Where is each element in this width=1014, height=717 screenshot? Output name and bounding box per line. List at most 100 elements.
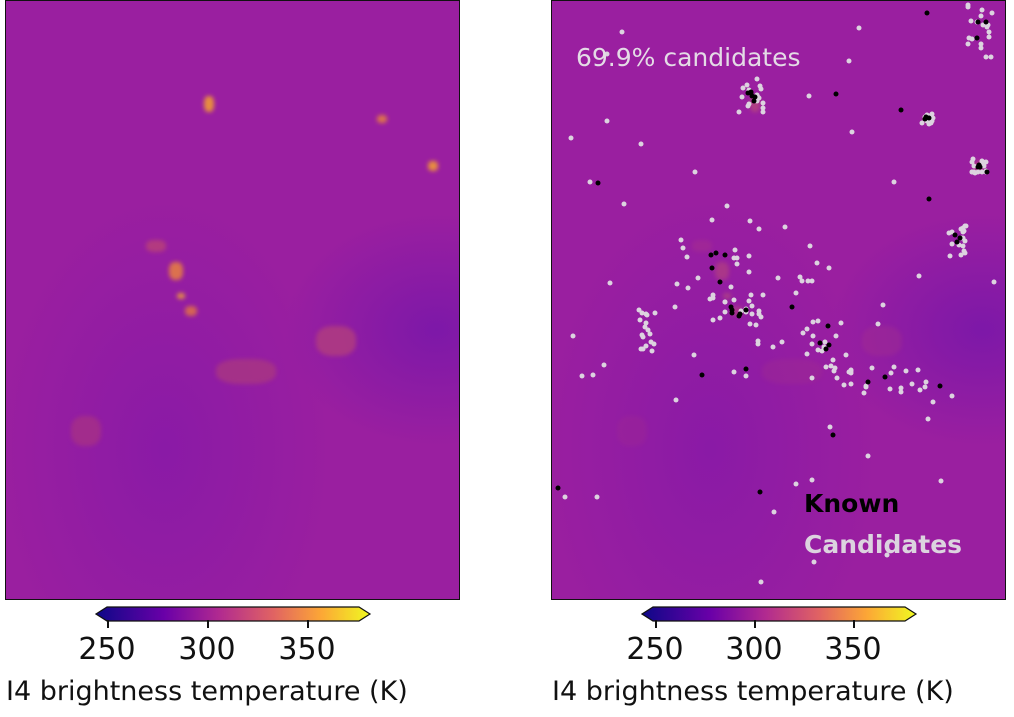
candidate-marker xyxy=(986,29,992,35)
brightness-temperature-map-right: 69.9% candidates Known Candidates xyxy=(551,0,1006,600)
candidate-marker xyxy=(699,372,705,378)
candidate-marker xyxy=(807,243,813,249)
candidate-marker xyxy=(917,387,923,393)
known-marker xyxy=(570,333,576,339)
candidate-marker xyxy=(732,247,738,253)
candidate-marker xyxy=(809,341,815,347)
candidate-marker xyxy=(739,94,745,99)
candidate-marker xyxy=(825,323,831,329)
candidate-marker xyxy=(562,494,568,500)
hotspot xyxy=(71,416,101,446)
known-marker xyxy=(745,90,751,96)
candidate-marker xyxy=(815,347,821,353)
candidate-marker xyxy=(986,34,992,40)
candidate-marker xyxy=(875,321,881,327)
candidate-marker xyxy=(966,35,972,41)
hotspot xyxy=(185,306,197,316)
candidate-marker xyxy=(980,22,986,28)
candidate-marker xyxy=(815,318,821,324)
known-marker xyxy=(823,346,829,352)
candidate-marker xyxy=(961,248,967,254)
candidate-marker xyxy=(898,107,904,113)
candidate-marker xyxy=(643,343,649,349)
candidate-marker xyxy=(861,390,867,396)
candidate-marker xyxy=(746,298,752,304)
hotspot xyxy=(204,96,214,112)
known-marker xyxy=(826,342,832,348)
candidate-marker xyxy=(983,54,989,60)
colorbar xyxy=(95,606,372,622)
candidate-marker xyxy=(645,327,651,333)
candidate-marker xyxy=(814,260,820,266)
candidate-marker xyxy=(984,24,990,30)
candidate-marker xyxy=(779,339,785,345)
candidate-marker xyxy=(590,372,596,378)
hotspot xyxy=(750,96,760,112)
hotspot xyxy=(216,358,276,384)
candidate-marker xyxy=(799,278,805,284)
colorbar-tick xyxy=(754,620,756,628)
known-marker xyxy=(974,35,980,41)
candidate-marker xyxy=(922,384,928,390)
candidate-marker xyxy=(979,169,985,175)
hotspot xyxy=(692,240,712,252)
candidate-marker xyxy=(937,383,943,389)
colorbar-label: I4 brightness temperature (K) xyxy=(552,676,954,707)
candidate-marker xyxy=(926,196,932,202)
candidate-marker xyxy=(684,254,690,260)
colorbar-tick xyxy=(655,620,657,628)
candidate-marker xyxy=(579,373,585,379)
candidate-marker xyxy=(830,357,836,363)
candidate-marker xyxy=(642,324,648,330)
colorbar-tick-label: 250 xyxy=(78,632,136,667)
candidate-marker xyxy=(757,83,763,89)
candidate-marker xyxy=(638,141,644,147)
candidate-marker xyxy=(738,308,744,314)
candidate-marker xyxy=(746,87,752,93)
candidate-marker xyxy=(685,285,691,291)
candidate-marker xyxy=(678,237,684,243)
candidate-marker xyxy=(819,348,825,354)
known-marker xyxy=(827,424,833,430)
candidate-marker xyxy=(621,201,627,207)
candidate-marker xyxy=(891,179,897,185)
legend-candidates: Candidates xyxy=(804,530,963,559)
candidate-marker xyxy=(887,386,893,392)
candidate-marker xyxy=(946,230,952,236)
candidate-marker xyxy=(797,274,803,280)
candidate-marker xyxy=(923,379,929,385)
candidate-marker xyxy=(865,453,871,459)
candidate-marker xyxy=(975,169,981,175)
candidate-marker xyxy=(919,120,925,126)
candidate-marker xyxy=(604,118,610,124)
candidate-marker xyxy=(756,311,762,317)
candidate-marker xyxy=(639,310,645,316)
hotspot xyxy=(428,161,438,171)
candidate-marker xyxy=(831,368,837,374)
candidate-marker xyxy=(731,255,737,261)
known-marker xyxy=(983,19,989,25)
known-marker xyxy=(923,114,929,120)
candidate-marker xyxy=(782,224,788,230)
candidate-marker xyxy=(695,275,701,281)
candidate-marker xyxy=(809,278,815,284)
candidate-marker xyxy=(826,265,832,271)
known-marker xyxy=(975,19,981,25)
candidate-marker xyxy=(989,10,995,16)
candidate-marker xyxy=(636,307,642,313)
known-marker xyxy=(743,366,749,372)
candidate-marker xyxy=(984,169,990,175)
known-marker xyxy=(954,239,960,245)
candidate-marker xyxy=(828,363,834,369)
candidate-marker xyxy=(640,334,646,340)
candidate-marker xyxy=(972,170,978,176)
candidate-marker xyxy=(806,93,812,99)
candidate-marker xyxy=(649,348,655,354)
candidate-marker xyxy=(710,292,716,298)
hotspot xyxy=(731,306,743,316)
hotspot xyxy=(169,262,183,280)
candidates-percentage-annotation: 69.9% candidates xyxy=(576,43,801,72)
candidate-marker xyxy=(947,253,953,259)
candidate-marker xyxy=(746,269,752,275)
known-marker xyxy=(975,164,981,170)
